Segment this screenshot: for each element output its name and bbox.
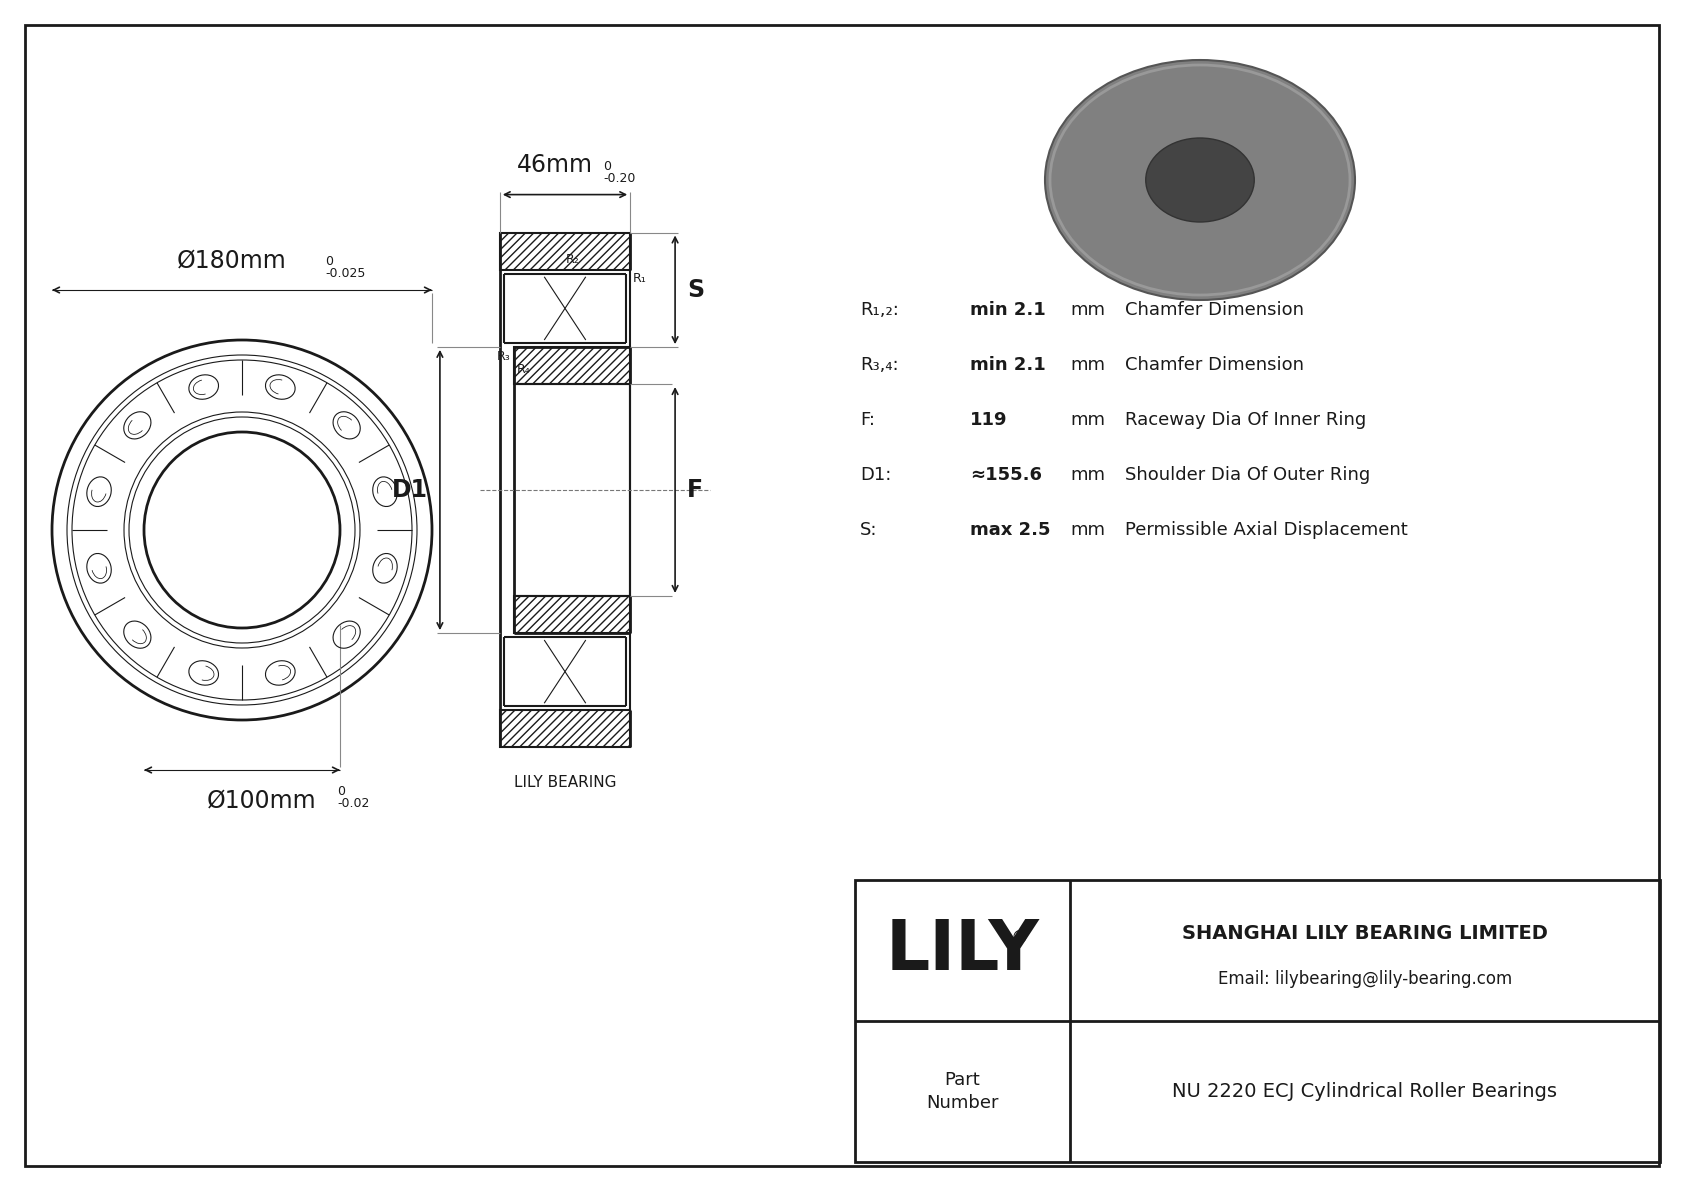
Text: Ø180mm: Ø180mm (177, 248, 286, 272)
Text: D1: D1 (392, 478, 428, 501)
Text: LILY: LILY (886, 917, 1039, 984)
Text: D1:: D1: (861, 466, 891, 484)
Text: -0.025: -0.025 (325, 267, 365, 280)
Text: Email: lilybearing@lily-bearing.com: Email: lilybearing@lily-bearing.com (1218, 969, 1512, 987)
Text: Ø100mm: Ø100mm (207, 788, 317, 812)
Text: mm: mm (1069, 520, 1105, 540)
Text: SHANGHAI LILY BEARING LIMITED: SHANGHAI LILY BEARING LIMITED (1182, 924, 1548, 943)
Text: R₃: R₃ (497, 350, 510, 363)
Polygon shape (500, 710, 630, 748)
Text: 119: 119 (970, 411, 1007, 429)
Text: S:: S: (861, 520, 877, 540)
Text: mm: mm (1069, 301, 1105, 319)
Text: -0.02: -0.02 (337, 797, 369, 810)
Text: LILY BEARING: LILY BEARING (514, 775, 616, 791)
Text: R₄: R₄ (517, 363, 530, 376)
Text: mm: mm (1069, 356, 1105, 374)
Text: Chamfer Dimension: Chamfer Dimension (1125, 301, 1303, 319)
Text: ®: ® (1010, 929, 1029, 947)
Polygon shape (514, 596, 630, 632)
Ellipse shape (1046, 60, 1356, 300)
Text: min 2.1: min 2.1 (970, 301, 1046, 319)
Bar (855, 880, 1660, 1162)
Text: mm: mm (1069, 411, 1105, 429)
Text: F: F (687, 478, 704, 501)
Text: 0: 0 (603, 160, 611, 173)
Text: R₁: R₁ (633, 272, 647, 285)
Polygon shape (514, 347, 630, 385)
Text: R₃,₄:: R₃,₄: (861, 356, 899, 374)
Text: R₂: R₂ (566, 252, 579, 266)
Text: max 2.5: max 2.5 (970, 520, 1051, 540)
Text: Chamfer Dimension: Chamfer Dimension (1125, 356, 1303, 374)
Text: S: S (687, 278, 704, 301)
Text: ≈155.6: ≈155.6 (970, 466, 1042, 484)
Text: -0.20: -0.20 (603, 172, 635, 185)
Text: min 2.1: min 2.1 (970, 356, 1046, 374)
Text: 46mm: 46mm (517, 152, 593, 176)
Text: 0: 0 (325, 255, 333, 268)
Text: Shoulder Dia Of Outer Ring: Shoulder Dia Of Outer Ring (1125, 466, 1371, 484)
Text: Part
Number: Part Number (926, 1071, 999, 1112)
Text: R₁,₂:: R₁,₂: (861, 301, 899, 319)
Text: Raceway Dia Of Inner Ring: Raceway Dia Of Inner Ring (1125, 411, 1366, 429)
Ellipse shape (1145, 138, 1255, 222)
Text: NU 2220 ECJ Cylindrical Roller Bearings: NU 2220 ECJ Cylindrical Roller Bearings (1172, 1081, 1558, 1100)
Text: Permissible Axial Displacement: Permissible Axial Displacement (1125, 520, 1408, 540)
Text: 0: 0 (337, 785, 345, 798)
Text: F:: F: (861, 411, 876, 429)
Text: mm: mm (1069, 466, 1105, 484)
Polygon shape (500, 232, 630, 270)
